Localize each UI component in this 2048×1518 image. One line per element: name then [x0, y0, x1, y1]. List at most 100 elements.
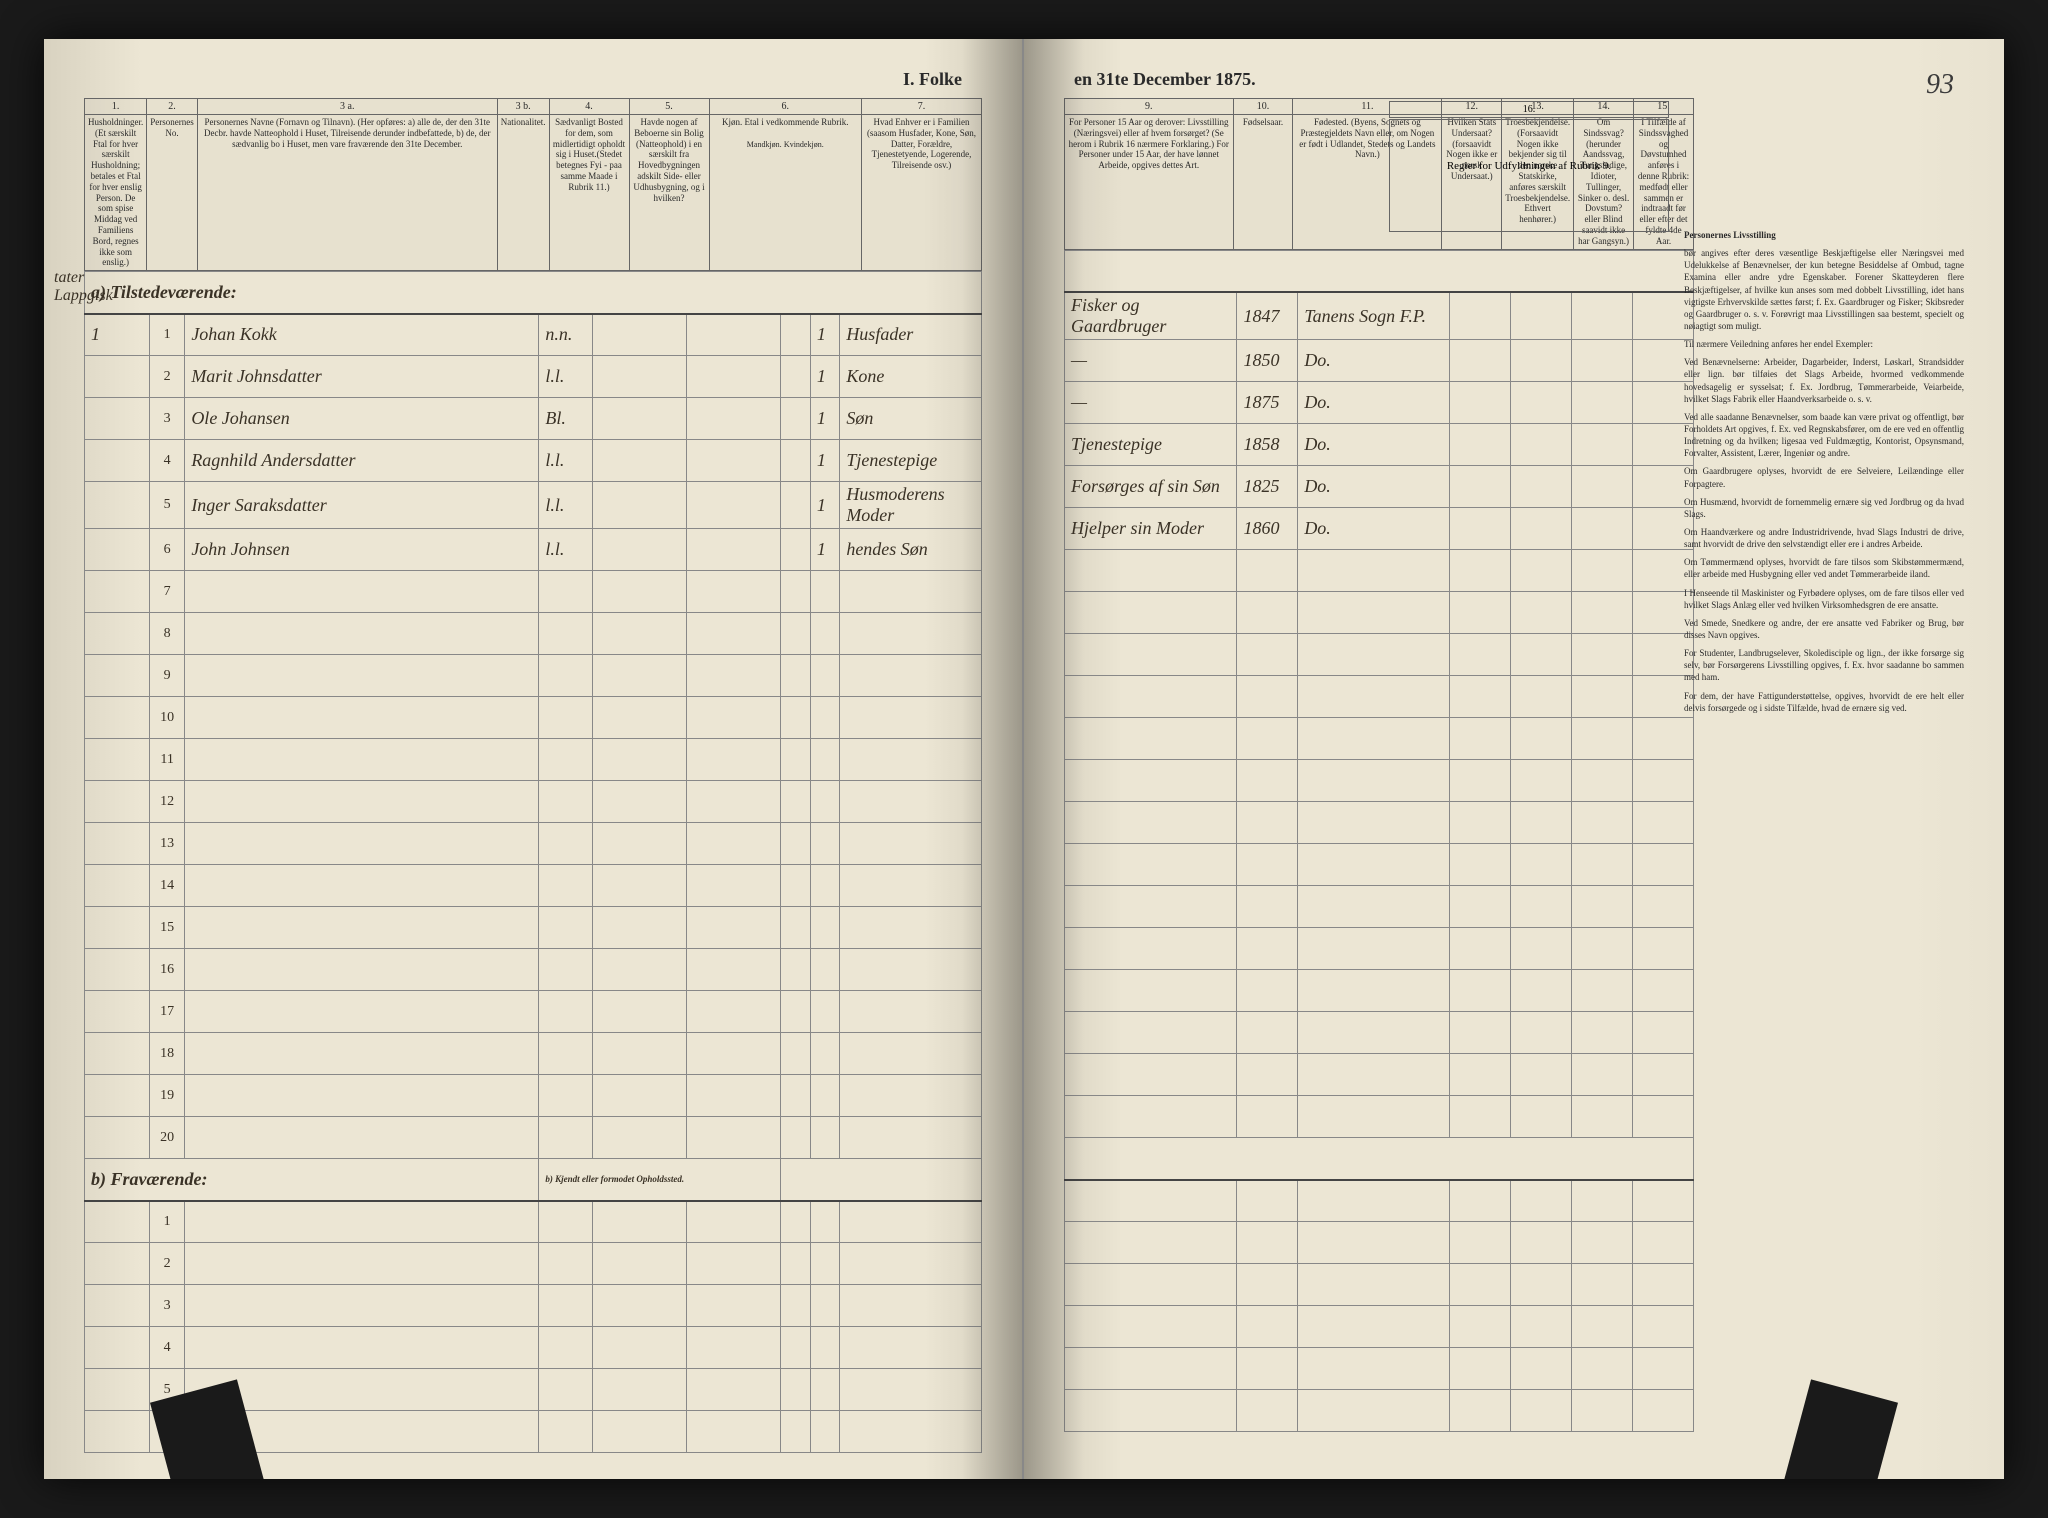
cell-birthyear: 1860	[1237, 508, 1298, 550]
cell-household	[85, 529, 150, 571]
cell-residence	[592, 398, 686, 440]
cell-household	[85, 356, 150, 398]
table-row: 3Ole JohansenBl.1Søn	[85, 398, 982, 440]
cell-name: Ole Johansen	[185, 398, 539, 440]
table-row-empty: 11	[85, 739, 982, 781]
table-row: Hjelper sin Moder1860Do.	[1065, 508, 1694, 550]
col-num-4: 4.	[549, 99, 629, 115]
instruction-paragraph: For dem, der have Fattigunderstøttelse, …	[1684, 690, 1964, 714]
cell-sex-m	[781, 529, 811, 571]
subcol-k: Kvindekjøn.	[784, 140, 824, 149]
cell-birthyear: 1858	[1237, 424, 1298, 466]
table-row: —1850Do.	[1065, 340, 1694, 382]
cell-birthplace: Do.	[1298, 340, 1450, 382]
cell-nationality: l.l.	[539, 529, 592, 571]
book-spread: I. Folke tater Lappgisk 1. 2. 3 a. 3 b. …	[44, 39, 2004, 1479]
cell-building	[686, 529, 780, 571]
table-row: Forsørges af sin Søn1825Do.	[1065, 466, 1694, 508]
archive-clip-right	[1780, 1379, 1898, 1479]
col-num-5: 5.	[629, 99, 709, 115]
instructions-column: Personernes Livsstilling bør angives eft…	[1684, 229, 1964, 720]
col-num-3b: 3 b.	[497, 99, 549, 115]
cell-birthplace: Do.	[1298, 508, 1450, 550]
cell-citizenship	[1450, 424, 1511, 466]
cell-religion	[1511, 340, 1572, 382]
cell-person-no: 6	[149, 529, 184, 571]
cell-birthyear: 1850	[1237, 340, 1298, 382]
instruction-paragraph: Til nærmere Veiledning anføres her endel…	[1684, 338, 1964, 350]
cell-birthplace: Do.	[1298, 424, 1450, 466]
instruction-paragraph: Om Tømmermænd oplyses, hvorvidt de fare …	[1684, 556, 1964, 580]
cell-sex-m	[781, 314, 811, 356]
table-row: —1875Do.	[1065, 382, 1694, 424]
cell-building	[686, 356, 780, 398]
cell-building	[686, 440, 780, 482]
table-row-empty: 16	[85, 949, 982, 991]
cell-birthplace: Do.	[1298, 382, 1450, 424]
cell-person-no: 5	[149, 482, 184, 529]
table-row: 11Johan Kokkn.n.1Husfader	[85, 314, 982, 356]
table-row-empty	[1065, 1012, 1694, 1054]
col-head-4: Sædvanligt Bosted for dem, som midlertid…	[549, 115, 629, 271]
cell-religion	[1511, 292, 1572, 340]
table-row-empty: 13	[85, 823, 982, 865]
table-row-empty: 20	[85, 1117, 982, 1159]
table-row-empty: 14	[85, 865, 982, 907]
table-row-empty	[1065, 592, 1694, 634]
cell-occupation: Hjelper sin Moder	[1065, 508, 1237, 550]
rcol-head-10: Fødselsaar.	[1233, 115, 1293, 250]
cell-family-role: Søn	[840, 398, 982, 440]
cell-sex-k: 1	[810, 356, 840, 398]
cell-religion	[1511, 466, 1572, 508]
table-row: Fisker og Gaardbruger1847Tanens Sogn F.P…	[1065, 292, 1694, 340]
cell-residence	[592, 529, 686, 571]
table-row-empty	[1065, 1264, 1694, 1306]
left-header-table: 1. 2. 3 a. 3 b. 4. 5. 6. 7. Husholdninge…	[84, 98, 982, 271]
table-row-empty: 12	[85, 781, 982, 823]
cell-disability	[1572, 508, 1633, 550]
rcol-num-10: 10.	[1233, 99, 1293, 115]
table-row-empty	[1065, 802, 1694, 844]
cell-person-no: 4	[149, 440, 184, 482]
table-row-empty: 4	[85, 1327, 982, 1369]
col-head-6-text: Kjøn. Etal i vedkommende Rubrik.	[722, 117, 848, 127]
cell-household	[85, 398, 150, 440]
table-row-empty	[1065, 886, 1694, 928]
cell-occupation: —	[1065, 340, 1237, 382]
census-title-left: I. Folke	[84, 69, 982, 90]
instructions-title: Personernes Livsstilling	[1684, 230, 1776, 240]
cell-citizenship	[1450, 466, 1511, 508]
rcol-head-16: Regler for Udfyldningen af Rubrik 9.	[1389, 119, 1669, 232]
instruction-paragraph: Ved Benævnelserne: Arbeider, Dagarbeider…	[1684, 356, 1964, 405]
table-row-empty: 9	[85, 655, 982, 697]
instruction-paragraph: Om Haandværkere og andre Industridrivend…	[1684, 526, 1964, 550]
right-data-table: Fisker og Gaardbruger1847Tanens Sogn F.P…	[1064, 250, 1694, 1433]
cell-occupation: Fisker og Gaardbruger	[1065, 292, 1237, 340]
instruction-paragraph: Ved Smede, Snedkere og andre, der ere an…	[1684, 617, 1964, 641]
table-row-empty	[1065, 1096, 1694, 1138]
cell-household	[85, 482, 150, 529]
section-b-note: b) Kjendt eller formodet Opholdssted.	[539, 1159, 781, 1201]
table-row-empty	[1065, 928, 1694, 970]
subcol-m: Mandkjøn.	[747, 140, 782, 149]
cell-household	[85, 440, 150, 482]
table-row: 6John Johnsenl.l.1hendes Søn	[85, 529, 982, 571]
col-num-3a: 3 a.	[197, 99, 497, 115]
col-head-3b: Nationalitet.	[497, 115, 549, 271]
table-row: Tjenestepige1858Do.	[1065, 424, 1694, 466]
table-row-empty	[1065, 970, 1694, 1012]
cell-occupation: Forsørges af sin Søn	[1065, 466, 1237, 508]
table-row: 5Inger Saraksdatterl.l.1Husmoderens Mode…	[85, 482, 982, 529]
instruction-paragraph: For Studenter, Landbrugselever, Skoledis…	[1684, 647, 1964, 683]
table-row-empty	[1065, 718, 1694, 760]
cell-sex-m	[781, 398, 811, 440]
col-num-1: 1.	[85, 99, 147, 115]
cell-citizenship	[1450, 508, 1511, 550]
cell-religion	[1511, 382, 1572, 424]
cell-name: Johan Kokk	[185, 314, 539, 356]
cell-disability	[1572, 292, 1633, 340]
table-row-empty	[1065, 760, 1694, 802]
cell-nationality: l.l.	[539, 356, 592, 398]
rcol-num-16: 16.	[1389, 101, 1669, 118]
cell-sex-k: 1	[810, 398, 840, 440]
